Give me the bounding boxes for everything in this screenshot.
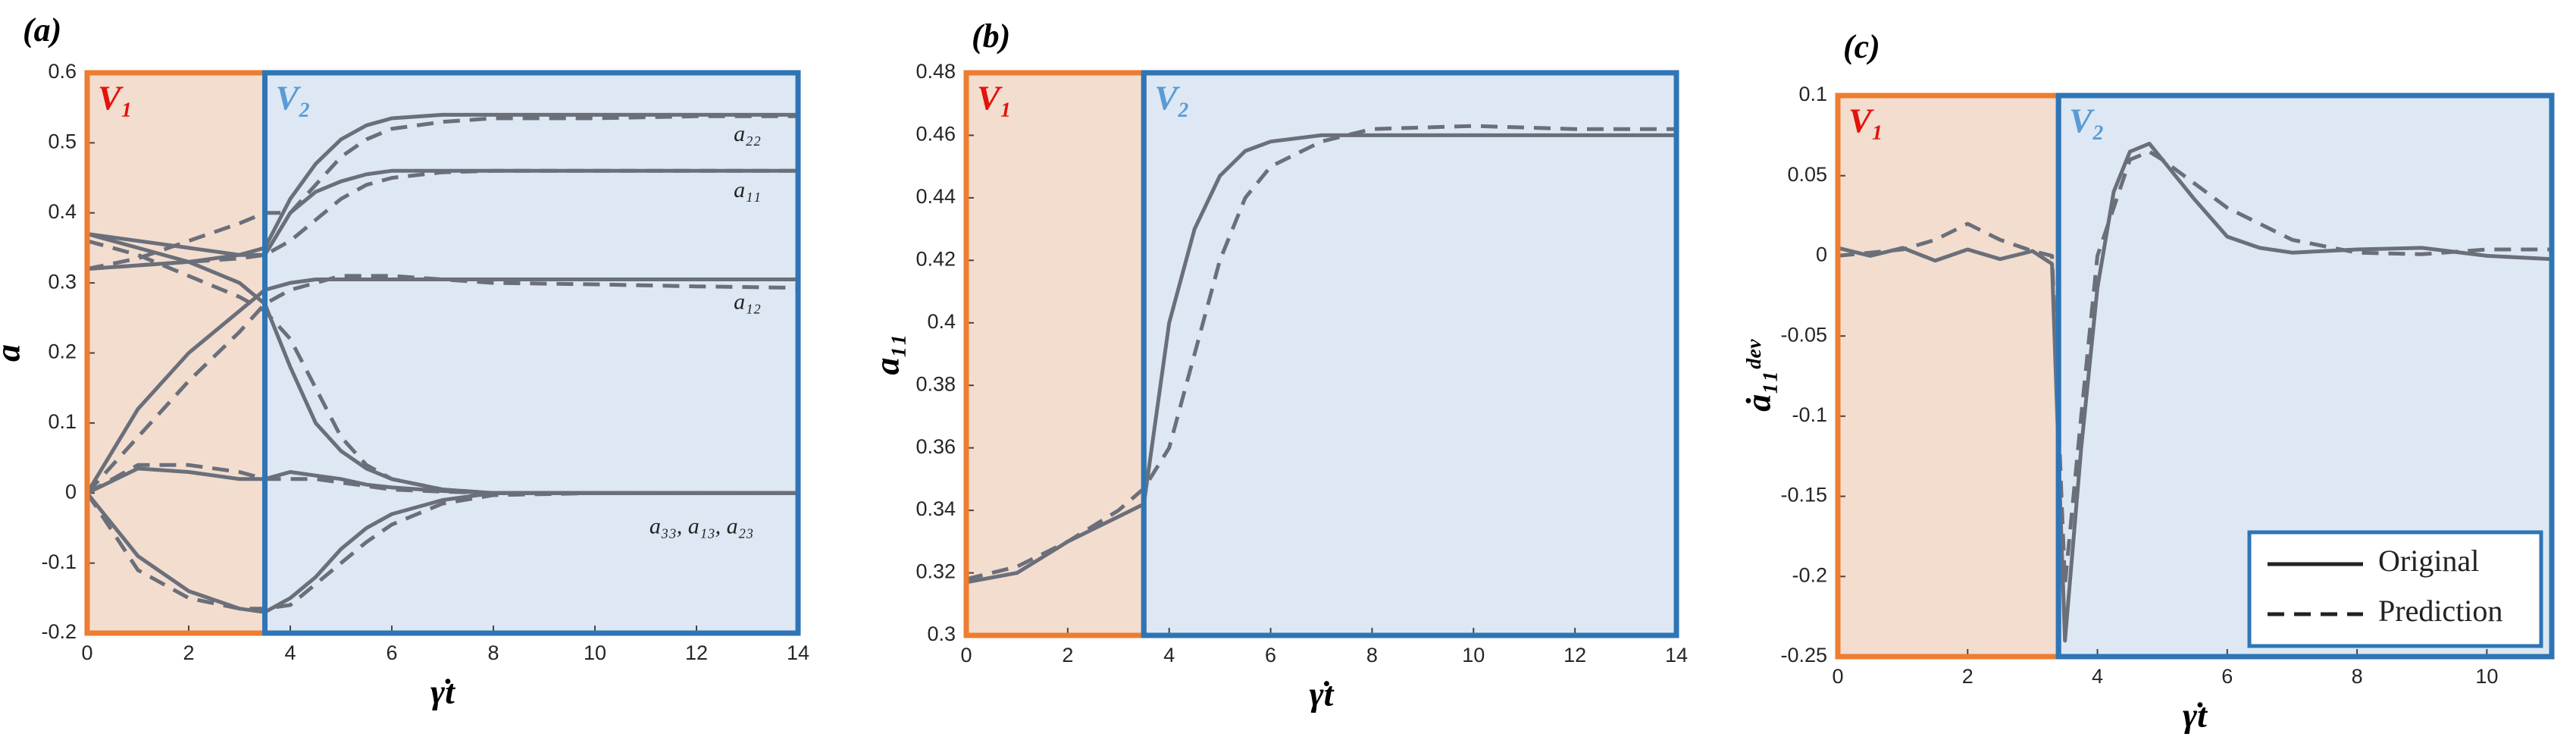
- x-tick-label: 10: [1462, 644, 1485, 666]
- series-line: [86, 114, 798, 271]
- x-tick-label: 2: [183, 641, 194, 664]
- y-axis-label: a₁₁: [868, 333, 906, 375]
- y-tick-label: 0.42: [916, 247, 956, 270]
- series-line: [85, 278, 798, 494]
- region-label: V₁: [1848, 102, 1884, 140]
- y-tick-label: 0.4: [927, 310, 956, 333]
- region: [1838, 96, 2059, 657]
- y-tick-label: 0.32: [916, 560, 956, 583]
- y-tick-label: -0.25: [1780, 644, 1827, 666]
- x-tick-label: 10: [584, 641, 606, 664]
- annotation: a₁₂: [734, 290, 761, 315]
- series-line: [86, 168, 798, 257]
- region-border: [262, 70, 801, 636]
- y-tick-label: 0.2: [48, 340, 77, 363]
- region: [966, 73, 1144, 635]
- x-tick-label: 12: [685, 641, 708, 664]
- x-axis-label: γ̇t: [2183, 696, 2208, 735]
- x-tick-label: 10: [2475, 665, 2498, 688]
- y-tick-label: 0: [1816, 243, 1827, 266]
- y-tick-label: 0.3: [927, 623, 956, 645]
- region-border: [2055, 93, 2555, 660]
- x-tick-label: 2: [1962, 665, 1973, 688]
- series-line: [1837, 141, 2553, 643]
- x-tick-label: 6: [386, 641, 397, 664]
- region-label: V₁: [977, 79, 1013, 118]
- x-tick-label: 4: [2092, 665, 2103, 688]
- y-tick-label: 0.46: [916, 123, 956, 146]
- y-tick-label: -0.1: [41, 550, 77, 573]
- x-tick-label: 4: [1163, 644, 1175, 666]
- region-label: V₂: [1154, 79, 1190, 118]
- region: [264, 73, 798, 633]
- x-tick-label: 6: [2221, 665, 2233, 688]
- chart-title: (c): [1843, 28, 1880, 65]
- x-tick-label: 8: [487, 641, 499, 664]
- annotation: a₁₁: [734, 177, 761, 202]
- x-axis-label: γ̇t: [1310, 675, 1335, 713]
- y-tick-label: 0.6: [48, 60, 77, 83]
- y-tick-label: -0.15: [1780, 484, 1827, 506]
- series-line: [1837, 149, 2552, 587]
- y-tick-label: 0: [65, 480, 77, 503]
- region-label: V₂: [2069, 102, 2105, 140]
- y-axis-label: a: [0, 344, 27, 362]
- chart-title: (b): [972, 17, 1010, 55]
- x-axis-label: γ̇t: [430, 673, 455, 711]
- series-line: [86, 168, 798, 271]
- y-tick-label: -0.2: [41, 620, 77, 643]
- panel: 0 2 4 6 8 10 12 14 -0.2 -0.1 0 0.1 0.2 0.3 0.4 0.5 0.6 V₁…: [0, 11, 809, 710]
- x-tick-label: 14: [787, 641, 809, 664]
- y-tick-label: 0.44: [916, 185, 956, 208]
- x-tick-label: 14: [1665, 644, 1688, 666]
- x-tick-label: 12: [1563, 644, 1586, 666]
- y-tick-label: 0.1: [1798, 83, 1827, 105]
- region-label: V₂: [276, 79, 311, 118]
- y-tick-label: 0.05: [1787, 163, 1827, 186]
- x-tick-label: 2: [1062, 644, 1073, 666]
- x-tick-label: 8: [2352, 665, 2363, 688]
- y-tick-label: -0.05: [1780, 323, 1827, 346]
- y-tick-label: 0.3: [48, 270, 77, 293]
- annotation: a₂₂: [734, 121, 761, 146]
- series-line: [86, 274, 799, 494]
- y-tick-label: 0.36: [916, 435, 956, 458]
- series-line: [86, 491, 798, 614]
- x-tick-label: 4: [284, 641, 296, 664]
- annotation: a₃₃, a₁₃, a₂₃: [649, 513, 754, 538]
- y-tick-label: 0.5: [48, 130, 77, 153]
- region: [1144, 73, 1676, 635]
- x-tick-label: 6: [1265, 644, 1276, 666]
- region-border: [1141, 70, 1679, 638]
- y-axis-label: ȧ₁₁ᵈᵉᵛ: [1739, 339, 1778, 412]
- y-tick-label: 0.38: [916, 372, 956, 395]
- series-line: [966, 124, 1676, 582]
- region: [87, 73, 265, 633]
- x-tick-label: 8: [1366, 644, 1378, 666]
- y-tick-label: 0.1: [48, 410, 77, 433]
- y-tick-label: -0.2: [1792, 563, 1827, 586]
- y-tick-label: 0.34: [916, 497, 956, 520]
- x-tick-label: 0: [1832, 665, 1843, 688]
- x-tick-label: 0: [81, 641, 92, 664]
- y-tick-label: 0.4: [48, 200, 77, 223]
- x-tick-label: 0: [960, 644, 972, 666]
- series-line: [85, 491, 798, 611]
- legend-box: [2247, 530, 2543, 648]
- panel: 0 2 4 6 8 10 12 14 0.3 0.32 0.34 0.36 0.38 0.4 0.42 0.4…: [868, 17, 1688, 713]
- y-tick-label: -0.1: [1792, 403, 1827, 426]
- panel: 0 2 4 6 8 10 -0.25 -0.2 -0.15 -0.1 -0.05 0 0.05 0.1 V₁…: [1739, 28, 2555, 735]
- chart-title: (a): [23, 11, 61, 49]
- y-tick-label: 0.48: [916, 60, 956, 83]
- region-label: V₁: [98, 79, 133, 118]
- series-line: [966, 133, 1676, 585]
- legend-label: Prediction: [2378, 594, 2502, 628]
- legend-label: Original: [2378, 544, 2479, 578]
